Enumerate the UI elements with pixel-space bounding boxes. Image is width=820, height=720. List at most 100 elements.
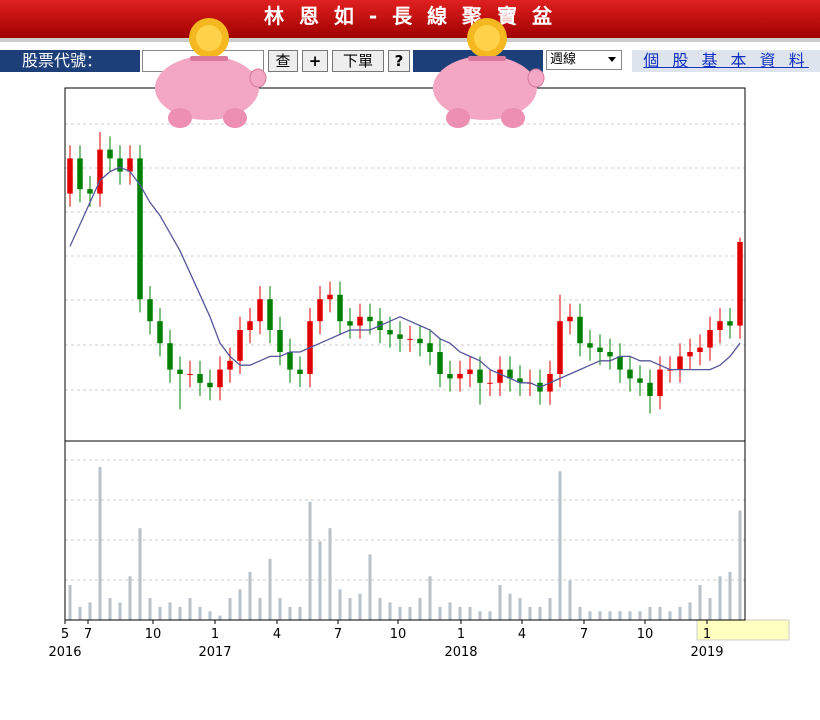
candle-body xyxy=(577,316,583,344)
volume-bar xyxy=(518,598,522,620)
volume-bar xyxy=(88,602,92,620)
x-tick-label: 10 xyxy=(145,627,162,642)
candle-body xyxy=(637,378,643,383)
candle-body xyxy=(337,294,343,322)
volume-bar xyxy=(228,598,232,620)
volume-bar xyxy=(698,585,702,620)
volume-bar xyxy=(268,558,272,620)
candle-body xyxy=(237,330,243,361)
candle-body xyxy=(217,369,223,388)
candle-body xyxy=(617,356,623,370)
volume-bar xyxy=(138,528,142,620)
volume-bar xyxy=(608,611,612,620)
volume-bar xyxy=(128,576,132,620)
candle-body xyxy=(587,343,593,348)
volume-bar xyxy=(338,589,342,620)
volume-bar xyxy=(348,598,352,620)
candle-body xyxy=(277,330,283,352)
volume-bar xyxy=(678,606,682,620)
candle-body xyxy=(137,158,143,300)
volume-bar xyxy=(388,602,392,620)
volume-bar xyxy=(718,576,722,620)
volume-bar xyxy=(248,571,252,620)
volume-bar xyxy=(688,602,692,620)
candle-body xyxy=(727,321,733,326)
year-label: 2017 xyxy=(198,645,231,660)
x-tick-label: 10 xyxy=(637,627,654,642)
candle-body xyxy=(247,321,253,330)
candle-body xyxy=(327,294,333,300)
volume-bar xyxy=(108,598,112,620)
volume-bar xyxy=(68,585,72,620)
candle-body xyxy=(427,343,433,352)
volume-bar xyxy=(538,606,542,620)
candle-body xyxy=(147,299,153,322)
volume-bar xyxy=(598,611,602,620)
candle-body xyxy=(287,352,293,370)
volume-bar xyxy=(78,606,82,620)
volume-bar xyxy=(628,611,632,620)
x-tick-label: 4 xyxy=(518,627,526,642)
volume-bar xyxy=(368,554,372,620)
x-tick-label: 1 xyxy=(703,627,711,642)
candle-body xyxy=(477,369,483,383)
candle-body xyxy=(417,338,423,344)
piggy-bank xyxy=(155,18,267,128)
candle-body xyxy=(707,330,713,348)
candle-body xyxy=(297,369,303,374)
volume-bar xyxy=(528,606,532,620)
volume-bar xyxy=(328,528,332,620)
volume-bar xyxy=(558,471,562,620)
volume-bar xyxy=(728,571,732,620)
volume-bar xyxy=(398,606,402,620)
volume-bar xyxy=(648,606,652,620)
candle-body xyxy=(437,352,443,374)
volume-bar xyxy=(638,611,642,620)
volume-bar xyxy=(308,501,312,620)
candle-body xyxy=(737,242,743,326)
volume-bar xyxy=(148,598,152,620)
volume-bar xyxy=(188,598,192,620)
volume-bar xyxy=(548,598,552,620)
moving-average xyxy=(69,166,741,388)
order-button[interactable]: 下單 xyxy=(332,50,384,72)
x-tick-label: 7 xyxy=(580,627,588,642)
candle-body xyxy=(597,347,603,352)
candle-body xyxy=(177,369,183,374)
candle-body xyxy=(387,330,393,335)
volume-bar xyxy=(438,606,442,620)
candle-body xyxy=(317,299,323,322)
candle-body xyxy=(557,321,563,374)
query-button[interactable]: 查 xyxy=(268,50,298,72)
header-title: 林 恩 如 - 長 線 聚 寶 盆 xyxy=(0,0,820,38)
period-select[interactable]: 週線 xyxy=(546,50,622,70)
volume-bar xyxy=(588,611,592,620)
volume-bar xyxy=(168,602,172,620)
candle-body xyxy=(607,352,613,357)
candle-body xyxy=(407,338,413,340)
chart-frame xyxy=(64,87,746,621)
volume-bar xyxy=(658,606,662,620)
candle-body xyxy=(567,316,573,322)
candle-body xyxy=(267,299,273,330)
x-tick-label: 7 xyxy=(334,627,342,642)
basic-info-link[interactable]: 個 股 基 本 資 料 xyxy=(632,50,820,72)
volume-bar xyxy=(418,598,422,620)
volume-bar xyxy=(98,466,102,620)
stock-code-label: 股票代號： xyxy=(0,50,140,72)
volume-bar xyxy=(318,541,322,620)
volume-bar xyxy=(158,606,162,620)
volume-bar xyxy=(468,606,472,620)
candle-body xyxy=(227,360,233,370)
grid xyxy=(65,123,745,581)
volume-bar xyxy=(288,606,292,620)
candle-body xyxy=(117,158,123,172)
volume-bar xyxy=(578,606,582,620)
candle-body xyxy=(87,189,93,194)
candle-body xyxy=(657,369,663,396)
volume-bar xyxy=(258,598,262,620)
candle-body xyxy=(97,149,103,194)
candle-body xyxy=(507,369,513,379)
add-button[interactable]: + xyxy=(302,50,328,72)
help-button[interactable]: ? xyxy=(388,50,410,72)
